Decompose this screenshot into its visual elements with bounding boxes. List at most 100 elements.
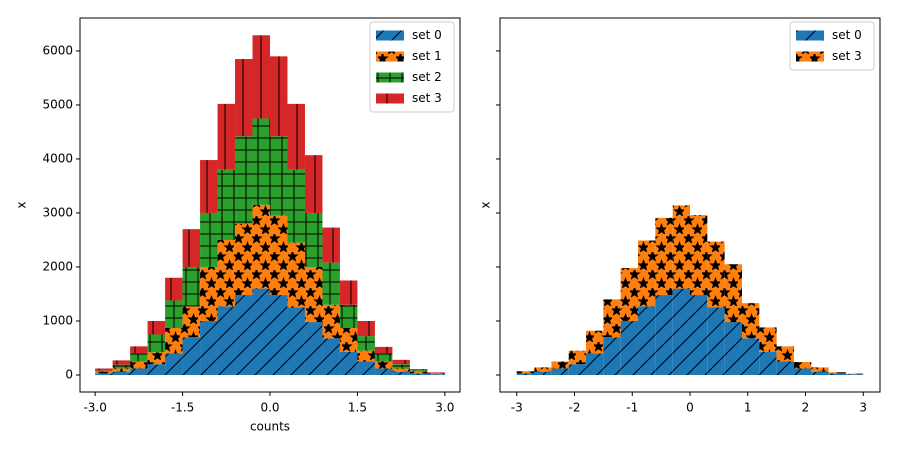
bar (112, 364, 131, 369)
bar (147, 364, 166, 375)
bar (516, 373, 535, 375)
bar (620, 320, 639, 375)
bar (165, 328, 183, 354)
bar (252, 288, 270, 375)
x-tick-label: -3.0 (83, 401, 106, 415)
bar (235, 295, 253, 375)
bar (287, 242, 305, 308)
bar (95, 371, 113, 374)
bar (409, 373, 428, 375)
bar (828, 372, 846, 374)
bar (828, 373, 846, 375)
bar (392, 368, 410, 372)
bar (811, 367, 829, 372)
bar (95, 370, 113, 372)
bar (724, 264, 742, 323)
bar (287, 307, 305, 375)
bar (568, 364, 587, 375)
bar (741, 303, 760, 339)
bar (690, 295, 708, 375)
x-tick-label: -3 (511, 401, 523, 415)
y-tick-label: 2000 (42, 259, 73, 273)
bar (776, 346, 794, 362)
y-tick-label: 5000 (42, 97, 73, 111)
y-tick-label: 6000 (42, 43, 73, 57)
bar (586, 353, 604, 375)
bar (112, 371, 131, 375)
legend-swatch (376, 93, 404, 104)
bar (287, 169, 305, 243)
legend-label: set 3 (412, 91, 442, 105)
x-tick-label: 1 (744, 401, 752, 415)
legend-label: set 1 (412, 49, 442, 63)
bar (534, 367, 552, 372)
bar (252, 118, 270, 205)
bar (270, 56, 288, 137)
bar (357, 350, 375, 362)
legend-swatch (376, 30, 404, 41)
bar (252, 35, 270, 119)
legend-box (369, 21, 455, 113)
bar (427, 374, 445, 375)
bar (427, 373, 445, 375)
bar (339, 351, 358, 375)
bar (672, 205, 690, 289)
bar (200, 266, 218, 321)
bar (516, 371, 535, 374)
bar (130, 368, 148, 375)
bar (252, 204, 270, 289)
bar (165, 353, 183, 375)
bar (409, 370, 428, 372)
bar (724, 322, 742, 375)
bar (374, 368, 393, 375)
bar (655, 295, 673, 375)
y-tick-label: 0 (65, 367, 73, 381)
y-tick-label: 4000 (42, 151, 73, 165)
bar (304, 266, 323, 323)
bar (374, 346, 393, 354)
bar (638, 306, 656, 375)
y-axis-label: x (479, 201, 493, 208)
bar (147, 334, 166, 353)
bar (690, 215, 708, 296)
bar (182, 266, 201, 307)
x-tick-label: -1 (626, 401, 638, 415)
bar (217, 306, 236, 375)
bar (182, 229, 201, 267)
legend-label: set 0 (412, 28, 442, 42)
bar (845, 373, 864, 375)
bar (357, 336, 375, 351)
bar (304, 322, 323, 375)
bar (217, 103, 236, 170)
y-tick-label: 1000 (42, 313, 73, 327)
bar (655, 217, 673, 296)
bar (845, 374, 864, 375)
bar (182, 337, 201, 375)
bar (392, 371, 410, 375)
bar (287, 103, 305, 170)
bar (217, 169, 236, 240)
bar (304, 155, 323, 213)
bar (707, 241, 725, 308)
legend-swatch (376, 72, 404, 83)
x-axis-label: counts (250, 420, 290, 434)
bar (130, 353, 148, 362)
bar (759, 327, 777, 352)
legend-label: set 0 (832, 28, 862, 42)
bar (568, 350, 587, 365)
bar (811, 371, 829, 375)
x-tick-label: 3 (859, 401, 867, 415)
bar (392, 364, 410, 369)
bar (374, 361, 393, 369)
x-tick-label: 0 (686, 401, 694, 415)
bar (304, 212, 323, 267)
legend-swatch (376, 51, 404, 62)
bar (235, 59, 253, 137)
bar (165, 277, 183, 301)
bar (235, 136, 253, 224)
x-tick-label: -2 (569, 401, 581, 415)
bar (409, 369, 428, 371)
bar (586, 330, 604, 354)
bar (165, 300, 183, 329)
